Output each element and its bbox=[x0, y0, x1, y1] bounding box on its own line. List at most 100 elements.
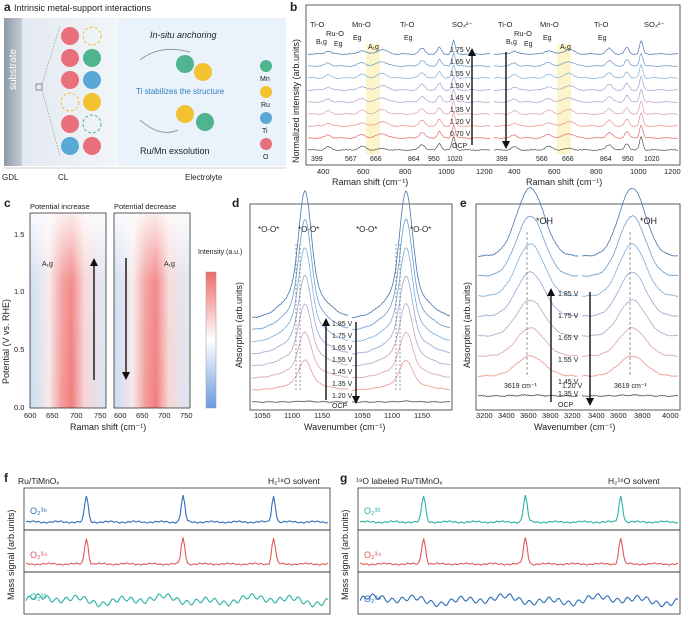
d-arrow-down-head bbox=[352, 396, 360, 404]
b-xtick: 600 bbox=[548, 167, 561, 176]
pot-label: 1.75 V bbox=[450, 47, 471, 54]
d-arrow-up-head bbox=[322, 318, 330, 326]
mass-trace-O2-32 bbox=[25, 592, 329, 608]
substrate-label: substrate bbox=[8, 48, 19, 90]
peak-labels-right: 399 566 666 864 950 1020 bbox=[496, 156, 660, 163]
colorbar bbox=[205, 271, 217, 409]
peak-label: 399 bbox=[496, 156, 508, 163]
d-xtick: 1150 bbox=[314, 411, 330, 420]
c-xtick: 750 bbox=[94, 411, 107, 420]
raman-trace-175V bbox=[307, 39, 491, 56]
g-trace-label-34: O₂³⁴ bbox=[364, 550, 381, 560]
raman-trace-165V bbox=[493, 52, 679, 68]
c-xtick: 650 bbox=[136, 411, 149, 420]
d-xtick: 1150 bbox=[414, 411, 430, 420]
pot-label: 1.85 V bbox=[332, 321, 353, 328]
pot-label: 1.35 V bbox=[450, 107, 471, 114]
pot-label: 1.55 V bbox=[332, 357, 353, 364]
d-species-3: *O-O* bbox=[356, 225, 377, 234]
panel-label-b: b bbox=[290, 0, 297, 14]
legend-ru-swatch bbox=[260, 86, 272, 98]
gdl-label: GDL bbox=[2, 173, 19, 182]
g-trace-label-36: O₂³⁶ bbox=[364, 594, 381, 604]
f-trace-label-34: O₂³⁴ bbox=[30, 550, 47, 560]
d-ylabel: Absorption (arb.units) bbox=[234, 282, 244, 368]
atom-ru-vacancy bbox=[60, 92, 80, 112]
d-plot-frame bbox=[249, 203, 453, 411]
pot-label: 1.50 V bbox=[450, 83, 471, 90]
raman-series-left bbox=[307, 39, 491, 152]
atom-o bbox=[61, 71, 79, 89]
mode-a1g-2: A₁g bbox=[560, 44, 571, 51]
mode-a1g-1: A₁g bbox=[368, 44, 379, 51]
panel-e: e *OH *OH 1.85 V 1.75 V 1.65 V 1.55 V 1.… bbox=[460, 186, 681, 432]
oh-trace-175V bbox=[581, 215, 679, 278]
pot-label: 1.75 V bbox=[332, 333, 353, 340]
oh-trace-OCP bbox=[581, 393, 679, 398]
mode-eg-4: Eg bbox=[524, 41, 533, 48]
panel-a-title: Intrinsic metal-support interactions bbox=[14, 3, 152, 13]
d-species-4: *O-O* bbox=[410, 225, 431, 234]
substrate-block bbox=[4, 18, 22, 166]
f-trace-label-32: O₂³² bbox=[30, 592, 47, 602]
b-xlabel-left: Raman shift (cm⁻¹) bbox=[332, 177, 408, 187]
atom-ru-vacancy bbox=[82, 26, 102, 46]
pot-label: 1.55 V bbox=[558, 357, 579, 364]
peak-label: 950 bbox=[622, 156, 634, 163]
electrolyte-label: Electrolyte bbox=[185, 173, 223, 182]
oh-trace-185V bbox=[581, 187, 679, 257]
legend-ti-swatch bbox=[260, 112, 272, 124]
raman-trace-155V bbox=[493, 63, 679, 80]
pot-label: 0.70 V bbox=[450, 131, 471, 138]
band-ru-o-1: Ru-O bbox=[326, 29, 344, 38]
oh-trace-120V bbox=[581, 355, 679, 378]
pot-label: 1.65 V bbox=[558, 335, 579, 342]
g-sample-label: ¹⁸O labeled Ru/TiMnOₓ bbox=[356, 476, 443, 486]
atom-ru bbox=[83, 93, 101, 111]
pot-label: 1.65 V bbox=[332, 345, 353, 352]
pot-label: 1.85 V bbox=[558, 291, 579, 298]
mode-b1g-1: B₁g bbox=[316, 39, 327, 46]
mode-eg-5: Eg bbox=[543, 35, 552, 42]
oh-trace-145V bbox=[581, 299, 679, 338]
exsolved-ru bbox=[176, 105, 194, 123]
b-xtick: 800 bbox=[399, 167, 412, 176]
pot-label: OCP bbox=[558, 402, 574, 409]
f-track-frame bbox=[23, 571, 331, 615]
pot-label: 1.35 V bbox=[558, 391, 579, 398]
c-ytick: 1.5 bbox=[14, 230, 24, 239]
e-species-1: *OH bbox=[536, 216, 553, 226]
d-xtick: 1100 bbox=[384, 411, 400, 420]
raman-trace-120V bbox=[307, 111, 491, 128]
oh-trace-155V bbox=[477, 270, 579, 318]
pot-label: OCP bbox=[452, 143, 468, 150]
d-xlabel: Wavenumber (cm⁻¹) bbox=[304, 422, 385, 432]
raman-trace-165V bbox=[307, 52, 491, 68]
atom-mn-vacancy bbox=[82, 114, 102, 134]
mass-trace-O2-34 bbox=[25, 537, 329, 566]
b-xtick: 1200 bbox=[476, 167, 493, 176]
d-spectra bbox=[251, 190, 451, 404]
legend-o-swatch bbox=[260, 138, 272, 150]
e-arrow-down-head bbox=[586, 398, 594, 406]
band-ti-o-1: Ti-O bbox=[310, 20, 324, 29]
band-so4-2: SO₄²⁻ bbox=[644, 20, 664, 29]
c-ytick: 1.0 bbox=[14, 287, 24, 296]
panel-label-c: c bbox=[4, 196, 11, 210]
panel-label-g: g bbox=[340, 471, 347, 485]
g-track-frame bbox=[357, 487, 681, 531]
mass-trace-O2-34 bbox=[359, 537, 679, 566]
panel-g: g ¹⁸O labeled Ru/TiMnOₓ H₂¹⁶O solvent O₂… bbox=[340, 471, 681, 615]
g-trace-label-32: O₂³² bbox=[364, 506, 381, 516]
pot-label: 1.45 V bbox=[558, 379, 579, 386]
b-ylabel: Normalized intensity (arb.units) bbox=[291, 39, 301, 163]
f-ylabel: Mass signal (arb.units) bbox=[6, 509, 16, 600]
e-xtick: 3400 bbox=[588, 411, 605, 420]
f-mass-traces bbox=[25, 494, 329, 608]
c-arrow-down-head bbox=[122, 372, 130, 380]
oo-trace-120V bbox=[251, 359, 349, 391]
oh-trace-120V bbox=[477, 355, 579, 378]
raman-trace-135V bbox=[493, 100, 679, 116]
anchoring-arrow bbox=[139, 48, 191, 61]
